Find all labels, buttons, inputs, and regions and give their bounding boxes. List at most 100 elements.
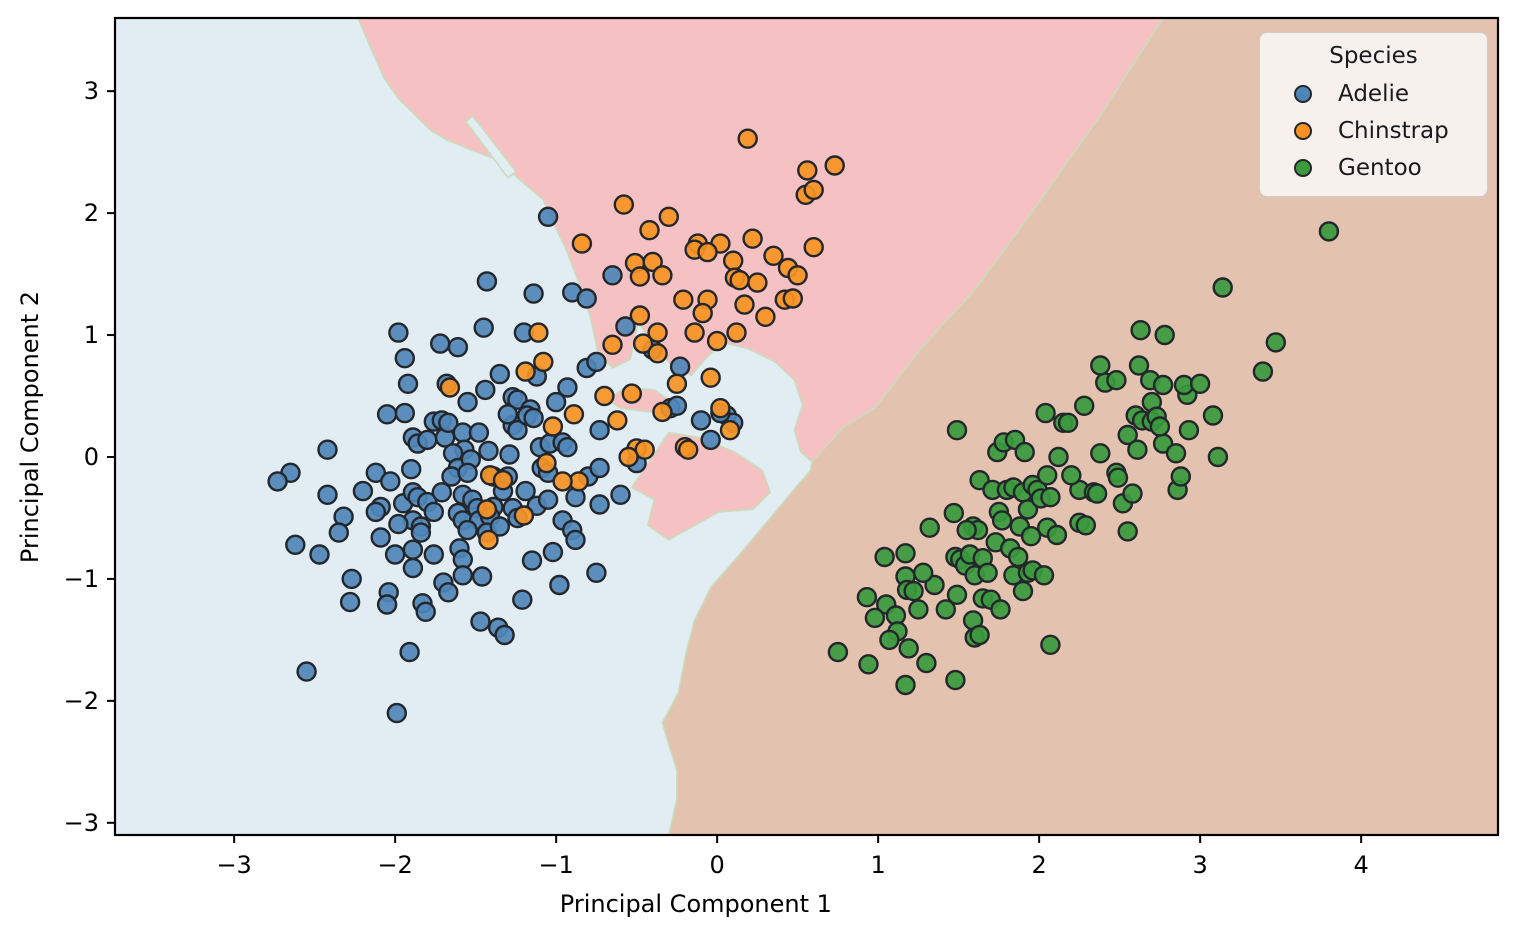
scatter-point-gentoo <box>945 669 966 691</box>
decision-region-adelie <box>465 114 517 179</box>
scatter-point-adelie <box>423 501 444 523</box>
scatter-point-gentoo <box>827 641 849 663</box>
scatter-point-chinstrap <box>797 160 818 181</box>
scatter-point-gentoo <box>1152 374 1174 396</box>
scatter-point-gentoo <box>991 510 1013 531</box>
scatter-point-adelie <box>542 541 564 563</box>
axes-spines <box>113 16 1500 837</box>
scatter-point-gentoo <box>1154 324 1175 346</box>
scatter-point-gentoo <box>1207 446 1229 468</box>
scatter-point-chinstrap <box>719 420 741 441</box>
scatter-point-adelie <box>549 574 570 596</box>
scatter-point-gentoo <box>1107 467 1129 488</box>
scatter-point-chinstrap <box>618 446 639 468</box>
scatter-point-adelie <box>537 206 559 228</box>
scatter-point-chinstrap <box>542 416 564 437</box>
scatter-point-chinstrap <box>571 233 593 254</box>
scatter-point-adelie <box>457 519 478 541</box>
scatter-point-adelie <box>457 462 478 483</box>
scatter-point-gentoo <box>977 562 998 583</box>
scatter-point-gentoo <box>879 629 900 651</box>
scatter-point-chinstrap <box>726 322 747 343</box>
scatter-point-chinstrap <box>723 250 744 271</box>
scatter-point-adelie <box>473 317 494 338</box>
scatter-point-adelie <box>523 283 544 304</box>
scatter-point-chinstrap <box>673 289 694 310</box>
scatter-point-chinstrap <box>563 404 585 425</box>
scatter-point-gentoo <box>1202 405 1224 426</box>
scatter-point-adelie <box>470 611 491 632</box>
x-tick-label: 2 <box>1032 851 1047 879</box>
scatter-point-adelie <box>557 377 578 398</box>
scatter-point-adelie <box>589 457 610 479</box>
scatter-point-chinstrap <box>734 294 755 315</box>
scatter-point-gentoo <box>1075 515 1097 536</box>
scatter-point-gentoo <box>913 562 934 583</box>
adelie-marker-icon <box>1294 84 1312 103</box>
scatter-point-adelie <box>690 410 712 431</box>
scatter-point-adelie <box>512 589 533 610</box>
x-tick-label: −3 <box>216 851 251 879</box>
scatter-point-adelie <box>399 641 420 663</box>
scatter-point-chinstrap <box>755 306 776 327</box>
scatter-point-gentoo <box>908 599 929 620</box>
scatter-point-gentoo <box>1073 395 1095 416</box>
scatter-point-adelie <box>410 522 432 543</box>
scatter-point-adelie <box>317 439 338 460</box>
scatter-point-adelie <box>471 566 493 587</box>
scatter-point-adelie <box>586 562 607 583</box>
scatter-point-adelie <box>402 557 424 579</box>
scatter-point-gentoo <box>1318 221 1340 242</box>
scatter-point-gentoo <box>864 607 886 629</box>
y-tick-label: 3 <box>84 77 99 105</box>
scatter-point-gentoo <box>895 543 916 564</box>
scatter-point-adelie <box>296 661 317 682</box>
scatter-point-adelie <box>341 568 362 590</box>
scatter-point-chinstrap <box>515 361 536 382</box>
scatter-point-chinstrap <box>621 383 642 404</box>
scatter-point-adelie <box>397 373 419 394</box>
scatter-point-adelie <box>489 516 510 537</box>
scatter-point-chinstrap <box>729 270 750 291</box>
scatter-point-adelie <box>402 539 424 560</box>
scatter-point-adelie <box>615 316 636 337</box>
scatter-point-gentoo <box>946 420 968 441</box>
scatter-point-gentoo <box>946 584 968 605</box>
scatter-point-adelie <box>537 489 559 510</box>
scatter-point-chinstrap <box>692 302 713 324</box>
scatter-point-adelie <box>478 440 499 462</box>
scatter-point-gentoo <box>1033 565 1055 586</box>
scatter-point-adelie <box>267 471 288 492</box>
scatter-point-chinstrap <box>652 265 673 286</box>
scatter-point-adelie <box>394 402 415 424</box>
scatter-point-adelie <box>415 601 436 622</box>
scatter-point-chinstrap <box>632 333 654 354</box>
y-tick-label: 2 <box>84 199 99 227</box>
x-tick-label: 1 <box>871 851 886 879</box>
scatter-point-chinstrap <box>706 330 728 352</box>
scatter-point-adelie <box>376 404 398 425</box>
legend-entry-gentoo: Gentoo <box>1270 149 1477 186</box>
scatter-point-adelie <box>586 351 607 373</box>
scatter-point-chinstrap <box>697 241 718 263</box>
scatter-point-chinstrap <box>678 439 699 460</box>
scatter-point-gentoo <box>1265 332 1287 353</box>
scatter-point-adelie <box>515 480 536 502</box>
scatter-point-gentoo <box>874 546 895 568</box>
legend-label-adelie: Adelie <box>1338 80 1410 107</box>
scatter-point-chinstrap <box>658 206 679 228</box>
scatter-point-gentoo <box>1252 361 1274 382</box>
scatter-point-adelie <box>352 480 374 502</box>
scatter-point-adelie <box>521 550 543 571</box>
scatter-point-adelie <box>545 391 567 413</box>
scatter-point-chinstrap <box>824 155 845 176</box>
scatter-point-adelie <box>589 494 610 515</box>
scatter-point-adelie <box>394 348 415 369</box>
scatter-point-adelie <box>417 429 438 451</box>
scatter-point-chinstrap <box>710 398 731 419</box>
scatter-point-gentoo <box>990 599 1011 620</box>
scatter-point-adelie <box>669 356 691 377</box>
scatter-point-chinstrap <box>613 194 634 215</box>
scatter-point-adelie <box>365 501 386 523</box>
scatter-point-gentoo <box>969 624 990 646</box>
